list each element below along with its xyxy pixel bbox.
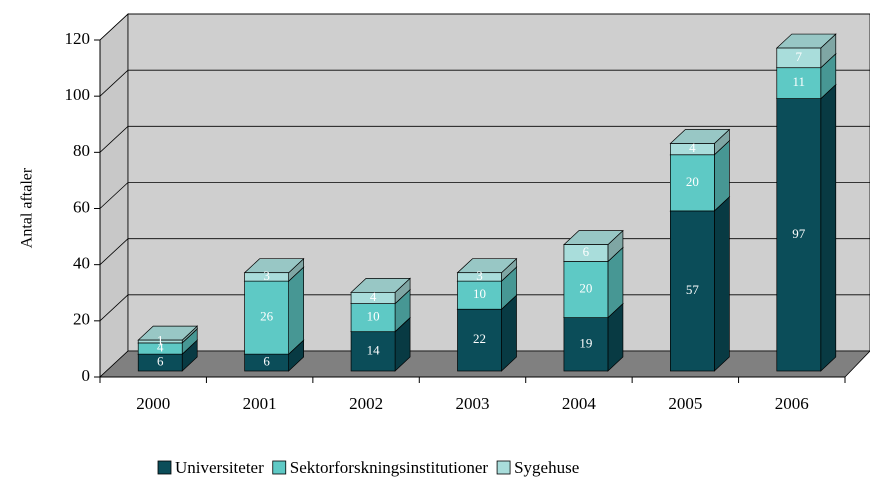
bar-stack: 57 20 4 [669,128,731,372]
bar [670,154,715,212]
value-label: 20 [686,174,699,189]
bar [457,308,502,372]
bar [350,292,396,304]
y-tick-label: 80 [73,141,90,160]
bar-stack: 641 [137,325,199,372]
bar-stack: 97 11 7 [775,33,837,372]
y-tick-label: 100 [65,85,91,104]
x-tick-label: 2002 [349,394,383,413]
legend-swatch [496,460,511,475]
grid-line [99,294,129,322]
y-tick-label: 0 [82,366,91,385]
value-label: 19 [579,335,592,350]
legend-label: Sygehuse [514,458,579,477]
value-label: 4 [157,340,164,355]
bar-stack: 22 10 3 [456,257,518,372]
y-tick-label: 120 [65,29,91,48]
legend-label: Universiteter [175,458,264,477]
bar [350,331,396,372]
value-label: 6 [157,354,164,369]
value-label: 3 [263,268,270,283]
bar-stack: 19 20 6 [563,229,624,372]
value-label: 10 [367,309,380,324]
grid-line [99,182,129,209]
value-label: 11 [793,74,806,89]
value-label: 4 [370,289,377,304]
legend: Universiteter Sektorforskningsinstitution… [157,458,579,477]
legend-swatch [157,460,172,475]
value-label: 57 [686,282,700,297]
x-tick-label: 2001 [243,394,277,413]
bar [244,272,289,282]
value-label: 20 [579,281,592,296]
grid-line [99,238,129,265]
bar [137,339,183,344]
y-tick-label: 20 [73,310,90,329]
bar-side [820,83,837,372]
value-label: 6 [583,244,590,259]
value-label: 1 [157,332,164,347]
bar [350,303,396,333]
bar [563,244,609,262]
y-axis-label: Antal aftaler [19,167,36,248]
legend-label: Sektorforskningsinstitutioner [290,458,489,477]
bar [670,143,715,156]
x-tick-label: 2000 [136,394,170,413]
value-label: 14 [367,342,381,357]
x-tick-label: 2006 [775,394,809,413]
grid-line [99,69,129,97]
x-tick-label: 2004 [562,394,597,413]
x-tick-label: 2005 [668,394,702,413]
value-label: 26 [260,309,274,324]
bar [457,272,502,282]
value-label: 10 [473,286,486,301]
bar-side [714,196,730,372]
y-tick-label: 60 [73,197,90,216]
y-tick-label: 40 [73,254,90,273]
grid-line [99,126,129,153]
bar [563,261,609,318]
grid-line [99,13,129,41]
value-label: 4 [689,140,696,155]
value-label: 3 [476,268,483,283]
x-tick-label: 2003 [456,394,490,413]
bar [670,210,715,372]
value-label: 22 [473,331,486,346]
value-label: 6 [263,354,270,369]
bar [776,47,822,69]
bar-stack: 14 10 4 [350,277,411,372]
legend-swatch [272,460,287,475]
value-label: 7 [796,49,803,64]
value-label: 97 [792,226,806,241]
bar-stack: 6 26 3 [243,257,305,372]
bar-side [288,266,304,355]
